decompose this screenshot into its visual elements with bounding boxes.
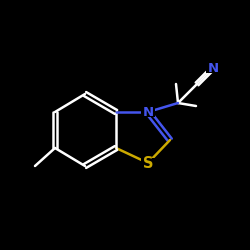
Bar [141, 158, 155, 168]
Bar [141, 107, 155, 117]
Text: N: N [208, 62, 218, 74]
Bar [206, 63, 220, 73]
Text: S: S [143, 156, 153, 170]
Text: N: N [142, 106, 154, 118]
